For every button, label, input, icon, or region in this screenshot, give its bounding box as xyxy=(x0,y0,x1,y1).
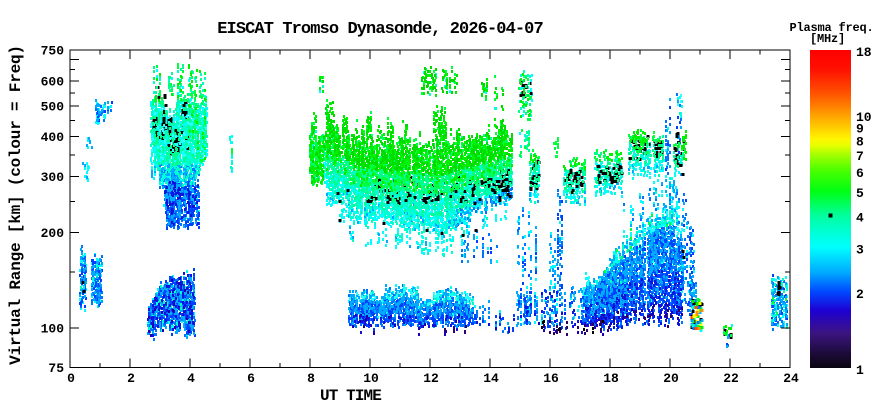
svg-text:3: 3 xyxy=(856,242,864,257)
svg-text:24: 24 xyxy=(783,371,799,386)
svg-text:75: 75 xyxy=(48,361,64,376)
svg-text:9: 9 xyxy=(856,121,864,136)
svg-text:5: 5 xyxy=(856,186,864,201)
svg-text:Plasma freq.: Plasma freq. xyxy=(789,21,873,35)
svg-text:8: 8 xyxy=(856,134,864,149)
svg-text:Virtual Range [km] (colour = F: Virtual Range [km] (colour = Freq) xyxy=(7,45,25,365)
svg-text:EISCAT Tromso Dynasonde, 2026-: EISCAT Tromso Dynasonde, 2026-04-07 xyxy=(217,20,543,39)
svg-text:10: 10 xyxy=(856,110,872,125)
svg-text:0: 0 xyxy=(67,371,75,386)
svg-text:16: 16 xyxy=(543,371,559,386)
svg-text:6: 6 xyxy=(856,166,864,181)
svg-text:400: 400 xyxy=(41,130,65,145)
svg-text:4: 4 xyxy=(856,211,864,226)
svg-text:14: 14 xyxy=(483,371,499,386)
svg-text:7: 7 xyxy=(856,149,864,164)
svg-text:500: 500 xyxy=(41,99,65,114)
svg-text:600: 600 xyxy=(41,74,65,89)
svg-text:300: 300 xyxy=(41,170,65,185)
svg-text:22: 22 xyxy=(723,371,739,386)
svg-text:12: 12 xyxy=(423,371,439,386)
svg-text:4: 4 xyxy=(187,371,195,386)
svg-text:2: 2 xyxy=(856,287,864,302)
svg-text:2: 2 xyxy=(127,371,135,386)
svg-text:1: 1 xyxy=(856,363,864,378)
svg-text:750: 750 xyxy=(41,44,65,59)
svg-text:[MHz]: [MHz] xyxy=(810,32,845,46)
svg-text:8: 8 xyxy=(307,371,315,386)
svg-text:18: 18 xyxy=(856,45,872,60)
svg-text:100: 100 xyxy=(41,321,65,336)
svg-text:UT TIME: UT TIME xyxy=(320,387,381,405)
svg-text:20: 20 xyxy=(663,371,679,386)
svg-text:18: 18 xyxy=(603,371,619,386)
svg-text:200: 200 xyxy=(41,226,65,241)
svg-text:6: 6 xyxy=(247,371,255,386)
svg-text:10: 10 xyxy=(363,371,379,386)
